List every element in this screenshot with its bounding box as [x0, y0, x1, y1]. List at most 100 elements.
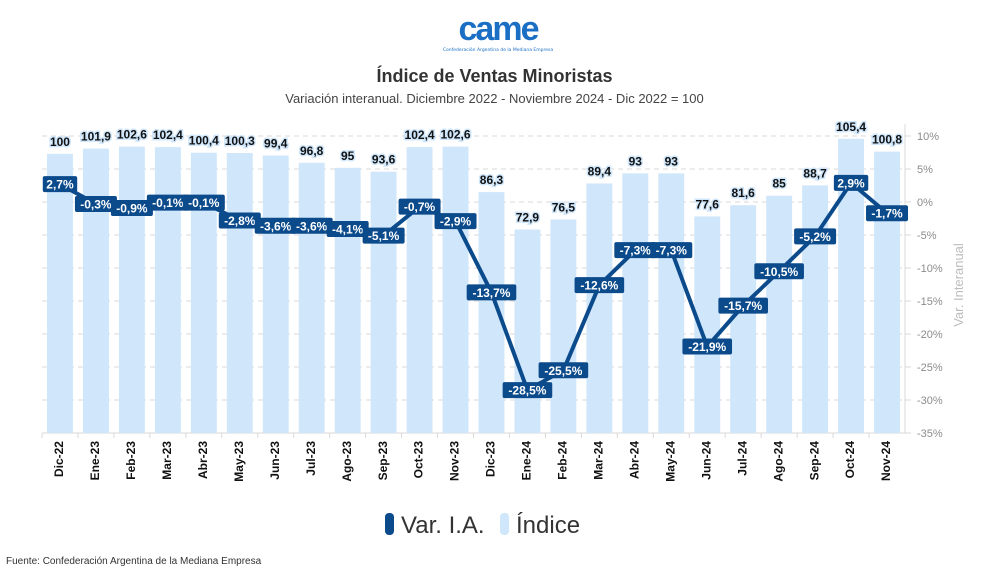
y2-tick-label: 5% — [917, 164, 933, 176]
bar-data-label: 81,6 — [732, 186, 756, 200]
x-tick-label: Mar-23 — [160, 441, 174, 480]
x-tick-label: Feb-23 — [124, 441, 138, 480]
bar-data-label: 102,4 — [405, 128, 435, 142]
bar-data-label: 93 — [665, 154, 679, 168]
x-tick-label: Abr-23 — [196, 441, 210, 479]
line-data-label: -0,7% — [404, 200, 436, 214]
bar-data-label: 99,4 — [264, 137, 288, 151]
line-data-label: -5,2% — [799, 230, 831, 244]
bar-data-label: 105,4 — [836, 120, 866, 134]
line-point-label-bg — [110, 199, 153, 216]
bar-data-label: 89,4 — [588, 164, 612, 178]
y2-tick-label: 10% — [917, 131, 939, 143]
y2-tick-label: -25% — [917, 362, 943, 374]
line-data-label: -1,7% — [871, 207, 903, 221]
line-data-label: -10,5% — [760, 265, 798, 279]
x-tick-label: Jun-24 — [699, 441, 713, 480]
line-point-label-bg — [398, 198, 441, 215]
line-point-label-bg — [362, 227, 405, 244]
line-point-label-bg — [254, 217, 297, 234]
x-tick-label: Oct-23 — [412, 441, 426, 479]
line-data-label: -21,9% — [688, 340, 726, 354]
line-point-label-bg — [42, 176, 78, 193]
y2-tick-label: -15% — [917, 296, 943, 308]
bar-indice — [334, 167, 361, 434]
bar-data-label: 85 — [772, 177, 786, 191]
line-data-label: -7,3% — [620, 244, 652, 258]
bar-indice — [658, 173, 685, 434]
line-point-label-bg — [754, 263, 804, 280]
line-point-label-bg — [146, 194, 189, 211]
line-point-label-bg — [614, 242, 657, 259]
bar-data-label: 72,9 — [516, 211, 540, 225]
logo-subtitle: Confederación Argentina de la Mediana Em… — [442, 48, 554, 53]
bar-indice — [47, 153, 73, 433]
bar-indice — [370, 171, 397, 434]
x-tick-label: Ene-23 — [88, 441, 102, 481]
y2-axis-title: Var. Interanual — [951, 243, 966, 327]
line-point-label-bg — [574, 277, 625, 294]
chart-title: Índice de Ventas Minoristas — [376, 66, 613, 86]
bar-data-label: 93 — [629, 154, 643, 168]
x-tick-label: Oct-24 — [843, 441, 857, 479]
bar-data-label: 95 — [341, 149, 355, 163]
bar-data-label: 77,6 — [696, 197, 720, 211]
bar-data-label: 93,6 — [372, 153, 396, 167]
bar-data-label: 100,8 — [872, 133, 902, 147]
line-data-label: -0,9% — [116, 201, 148, 215]
bar-indice — [730, 205, 757, 433]
bar-data-label: 100,4 — [189, 134, 219, 148]
line-point-label-bg — [326, 221, 369, 238]
legend-label-indice: Índice — [516, 512, 580, 539]
line-data-label: -0,1% — [188, 196, 220, 210]
line-data-label: -28,5% — [508, 384, 546, 398]
line-point-label-bg — [650, 242, 693, 259]
x-tick-label: Ago-24 — [771, 441, 785, 482]
line-data-label: -13,7% — [472, 286, 510, 300]
x-tick-label: Nov-23 — [448, 441, 462, 481]
bar-indice — [406, 147, 433, 434]
line-data-label: -0,3% — [80, 197, 112, 211]
bar-indice — [442, 146, 469, 433]
line-point-label-bg — [218, 212, 261, 229]
x-tick-label: Ago-23 — [340, 441, 354, 482]
line-data-label: -25,5% — [544, 364, 582, 378]
x-tick-label: Sep-24 — [807, 441, 821, 481]
bar-data-label: 102,4 — [153, 128, 183, 142]
bar-data-label: 102,6 — [441, 128, 471, 142]
line-point-label-bg — [833, 174, 869, 191]
x-tick-label: Dic-22 — [52, 441, 66, 477]
bar-indice — [154, 147, 181, 434]
bar-data-label: 88,7 — [803, 166, 827, 180]
bar-data-label: 100 — [50, 135, 70, 149]
line-point-label-bg — [794, 228, 837, 245]
bar-data-label: 101,9 — [81, 130, 111, 144]
legend-swatch-var — [385, 513, 394, 535]
line-point-label-bg — [434, 213, 477, 230]
x-tick-label: May-23 — [232, 441, 246, 482]
chart-subtitle: Variación interanual. Diciembre 2022 - N… — [285, 91, 704, 106]
bar-indice — [766, 195, 793, 433]
line-data-label: 2,9% — [837, 176, 865, 190]
line-point-label-bg — [538, 362, 589, 379]
bar-indice — [622, 173, 649, 434]
y2-tick-label: -5% — [917, 230, 937, 242]
y2-tick-label: -30% — [917, 395, 943, 407]
x-tick-label: Jul-23 — [304, 441, 318, 476]
bar-indice — [514, 229, 541, 433]
line-data-label: -0,1% — [152, 196, 184, 210]
x-tick-label: Feb-24 — [556, 441, 570, 480]
bar-indice — [262, 155, 289, 433]
x-tick-label: May-24 — [663, 441, 677, 482]
bar-indice — [118, 146, 145, 433]
line-data-label: -3,6% — [296, 219, 328, 233]
bar-data-label: 76,5 — [552, 200, 576, 214]
line-point-label-bg — [290, 217, 333, 234]
x-tick-label: Jul-24 — [735, 441, 749, 476]
y2-tick-label: 0% — [917, 197, 933, 209]
bar-data-label: 96,8 — [300, 144, 324, 158]
x-tick-label: Ene-24 — [520, 441, 534, 481]
y2-tick-label: -20% — [917, 329, 943, 341]
